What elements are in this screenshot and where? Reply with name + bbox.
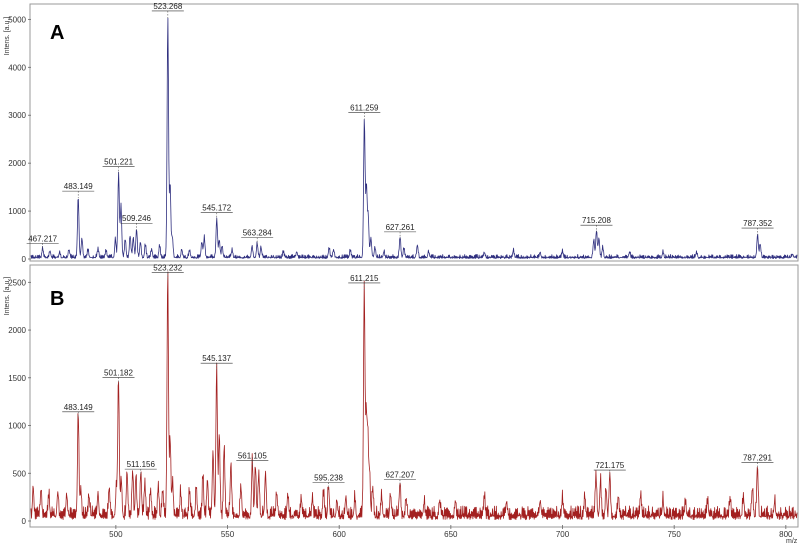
y-tick-label: 1000 <box>8 207 26 216</box>
peak-labels-b: 483.149 501.182 511.156 523.232 545.137 561.1… <box>62 263 774 490</box>
peak-label: 467.217 <box>28 234 57 243</box>
peak-label: 483.149 <box>64 403 93 412</box>
y-tick-label: 1500 <box>8 374 26 383</box>
x-tick-label: 750 <box>667 530 681 539</box>
peak-labels-a: 467.217 483.149 501.221 509.246 523.268 545.1… <box>26 2 774 251</box>
x-tick-label: 700 <box>556 530 570 539</box>
peak-label: 715.208 <box>582 216 611 225</box>
peak-label: 501.221 <box>104 158 133 167</box>
spectrum-trace-a <box>30 17 798 259</box>
y-tick-label: 4000 <box>8 63 26 72</box>
panel-label-a: A <box>50 22 64 44</box>
peak-label: 721.175 <box>595 461 624 470</box>
x-tick-label: 550 <box>221 530 235 539</box>
y-tick-label: 1000 <box>8 422 26 431</box>
peak-label: 627.207 <box>385 471 414 480</box>
x-tick-label: 800 <box>779 530 793 539</box>
peak-label: 509.246 <box>122 214 151 223</box>
spectrum-panel-b: B Intens. [a.u.] 0 500 1000 1500 2000 2500 50… <box>4 263 799 545</box>
y-ticks-a: 0 1000 2000 3000 4000 5000 <box>8 15 31 264</box>
peak-label: 595.238 <box>314 473 343 482</box>
y-tick-label: 5000 <box>8 15 26 24</box>
peak-label: 611.215 <box>350 274 379 283</box>
y-tick-label: 500 <box>13 469 27 478</box>
y-tick-label: 2500 <box>8 278 26 287</box>
y-tick-label: 0 <box>22 255 27 264</box>
y-axis-label-a: Intens. [a.u.] <box>4 17 11 56</box>
peak-label: 545.172 <box>202 204 231 213</box>
y-tick-label: 3000 <box>8 111 26 120</box>
peak-label: 627.261 <box>386 223 415 232</box>
panel-label-b: B <box>50 288 64 310</box>
y-axis-label-b: Intens. [a.u.] <box>4 277 11 316</box>
peak-label: 523.232 <box>153 263 182 272</box>
peak-label: 501.182 <box>104 368 133 377</box>
x-tick-label: 600 <box>333 530 347 539</box>
y-tick-label: 2000 <box>8 159 26 168</box>
peak-label: 787.352 <box>743 219 772 228</box>
spectrum-trace-b <box>30 271 798 521</box>
peak-label: 563.284 <box>243 229 272 238</box>
x-tick-label: 500 <box>109 530 123 539</box>
peak-label: 483.149 <box>64 182 93 191</box>
peak-label: 787.291 <box>743 453 772 462</box>
spectrum-panel-a: A Intens. [a.u.] 0 1000 2000 3000 4000 5000 4… <box>4 2 799 264</box>
x-tick-label: 650 <box>444 530 458 539</box>
y-tick-label: 0 <box>22 517 27 526</box>
x-ticks-b: 500 550 600 650 700 750 800 <box>109 525 793 539</box>
y-ticks-b: 0 500 1000 1500 2000 2500 <box>8 278 31 526</box>
peak-label: 523.268 <box>153 2 182 11</box>
y-tick-label: 2000 <box>8 326 26 335</box>
x-axis-label-b: m/z <box>786 538 798 545</box>
peak-label: 611.259 <box>350 104 379 113</box>
peak-label: 511.156 <box>127 460 156 469</box>
peak-label: 561.105 <box>238 452 267 461</box>
peak-label: 545.137 <box>202 354 231 363</box>
